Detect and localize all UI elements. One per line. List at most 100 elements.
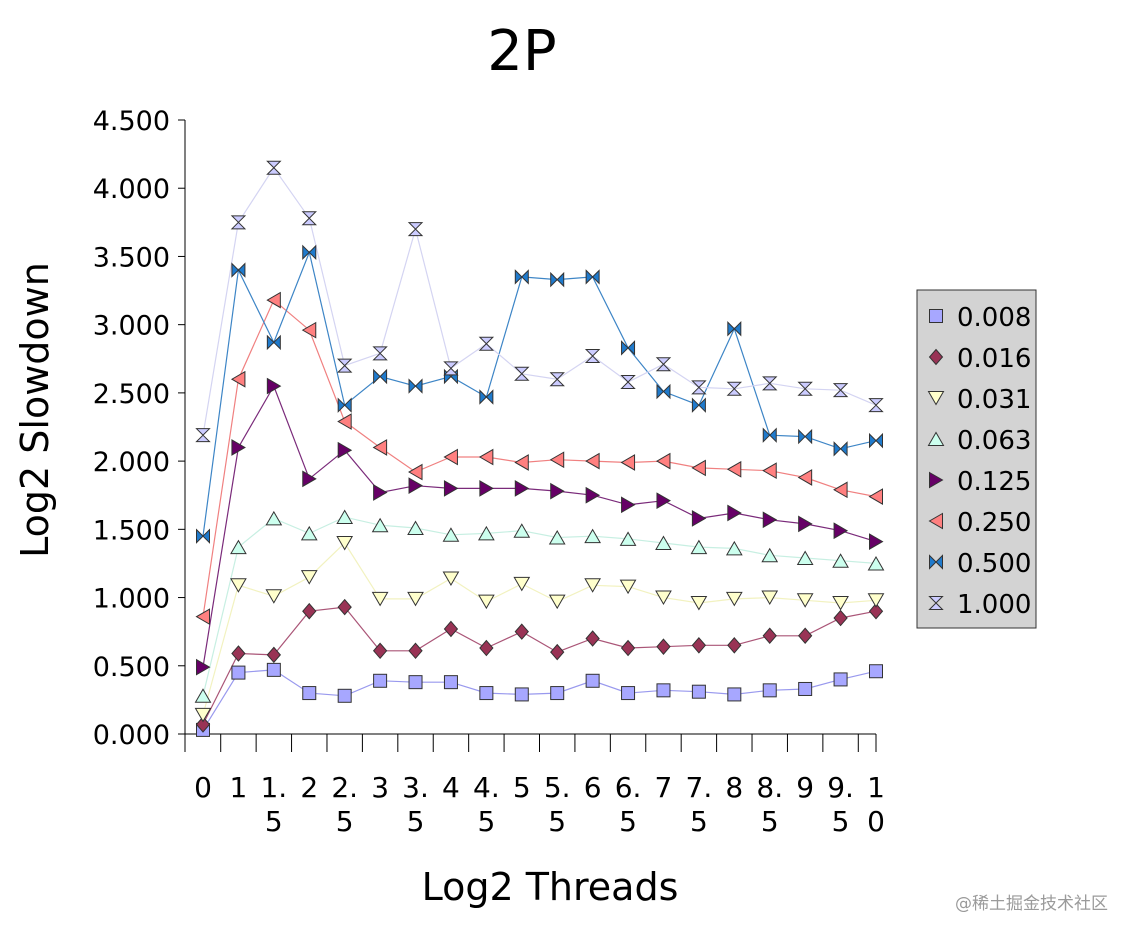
data-point-0.500 [196, 528, 210, 544]
data-point-0.063 [336, 509, 354, 525]
data-point-0.016 [302, 602, 317, 620]
data-point-0.016 [408, 642, 423, 660]
data-point-0.500 [337, 397, 352, 413]
series-line-0.016 [202, 606, 877, 725]
legend: 0.008 0.016 0.031 0.063 0.125 0.250 0.500 1.000 [916, 289, 1037, 629]
data-point-0.250 [408, 463, 423, 481]
series-line-0.250 [202, 299, 877, 617]
data-point-0.250 [868, 488, 883, 505]
data-point-0.125 [443, 480, 459, 497]
x-tick-label: 8 [725, 771, 743, 804]
data-point-0.016 [372, 642, 388, 660]
data-point-0.500 [585, 269, 600, 285]
data-point-0.500 [833, 441, 848, 457]
data-point-0.250 [478, 448, 494, 466]
data-point-0.125 [869, 533, 884, 550]
data-point-0.063 [867, 555, 885, 571]
data-point-0.016 [797, 627, 813, 645]
data-point-0.016 [479, 639, 494, 657]
data-point-0.008 [266, 662, 281, 677]
x-tick-label: 5 [548, 805, 566, 838]
x-tick-label: 5 [619, 805, 637, 838]
data-point-1.000 [584, 349, 601, 364]
legend-label: 0.500 [957, 549, 1031, 579]
data-point-0.125 [373, 484, 388, 501]
data-point-0.016 [868, 602, 884, 620]
data-point-0.016 [337, 598, 352, 616]
data-point-1.000 [443, 361, 459, 376]
data-point-0.125 [621, 496, 636, 514]
data-point-0.008 [408, 675, 423, 690]
data-point-0.125 [585, 486, 601, 504]
data-point-0.500 [266, 334, 281, 351]
x-tick-label: 2 [300, 771, 318, 804]
legend-label: 0.250 [957, 508, 1031, 538]
data-point-0.063 [230, 539, 247, 555]
data-point-0.125 [231, 439, 246, 456]
data-point-0.250 [337, 413, 352, 430]
data-point-0.500 [373, 368, 388, 385]
data-point-0.125 [266, 377, 282, 395]
data-point-0.125 [550, 482, 565, 500]
legend-marker-0.250 [928, 512, 943, 530]
data-point-0.063 [725, 540, 743, 556]
series-line-0.063 [202, 516, 877, 696]
data-point-1.000 [301, 211, 317, 226]
legend-label: 1.000 [957, 590, 1031, 620]
x-tick-label: 6. [615, 771, 642, 804]
y-tick-label: 0.000 [93, 720, 170, 751]
data-point-0.031 [796, 593, 814, 608]
data-point-1.000 [868, 398, 884, 413]
data-point-0.016 [585, 630, 600, 647]
data-point-0.063 [796, 550, 814, 565]
data-point-1.000 [266, 160, 282, 175]
data-point-0.250 [549, 451, 565, 469]
data-point-0.063 [655, 535, 672, 550]
data-point-0.500 [798, 428, 813, 445]
data-point-0.250 [514, 454, 529, 471]
data-point-0.008 [656, 683, 671, 698]
data-point-1.000 [655, 357, 672, 372]
data-point-0.016 [691, 637, 707, 654]
data-point-0.063 [619, 531, 637, 546]
x-tick-label: 9. [827, 771, 854, 804]
data-point-0.125 [727, 504, 742, 522]
data-point-0.063 [513, 523, 531, 538]
data-point-0.063 [832, 553, 849, 568]
data-point-0.031 [371, 591, 389, 607]
data-point-0.500 [408, 378, 423, 394]
data-point-0.125 [196, 658, 211, 676]
data-point-0.031 [513, 576, 531, 592]
data-point-0.063 [407, 520, 424, 535]
data-point-0.063 [442, 527, 460, 542]
data-point-0.016 [550, 643, 565, 661]
y-tick-label: 4.500 [93, 106, 170, 137]
data-point-0.500 [869, 432, 883, 449]
data-point-0.031 [194, 707, 212, 723]
x-tick-label: 5. [544, 771, 571, 804]
x-tick-label: 5 [761, 805, 779, 838]
data-point-0.008 [337, 688, 352, 703]
data-point-0.016 [833, 609, 848, 627]
y-axis-label: Log2 Slowdown [13, 262, 57, 558]
data-point-1.000 [549, 372, 565, 387]
data-point-0.031 [336, 535, 354, 551]
x-tick-label: 1. [260, 771, 287, 804]
data-point-1.000 [797, 381, 813, 396]
data-point-1.000 [407, 222, 424, 237]
x-tick-label: 1 [867, 771, 885, 804]
data-point-1.000 [336, 358, 353, 373]
data-point-0.250 [762, 462, 777, 480]
x-tick-label: 7 [655, 771, 673, 804]
data-point-0.008 [869, 664, 883, 679]
data-point-0.016 [195, 716, 211, 733]
data-point-0.063 [584, 528, 601, 544]
data-point-0.063 [761, 547, 779, 563]
data-point-0.063 [548, 530, 566, 545]
x-tick-label: 5 [265, 805, 283, 838]
x-tick-label: 3 [371, 771, 389, 804]
data-point-0.125 [479, 480, 494, 497]
data-point-0.031 [407, 591, 424, 607]
data-point-1.000 [230, 215, 247, 230]
data-point-0.250 [620, 454, 636, 471]
